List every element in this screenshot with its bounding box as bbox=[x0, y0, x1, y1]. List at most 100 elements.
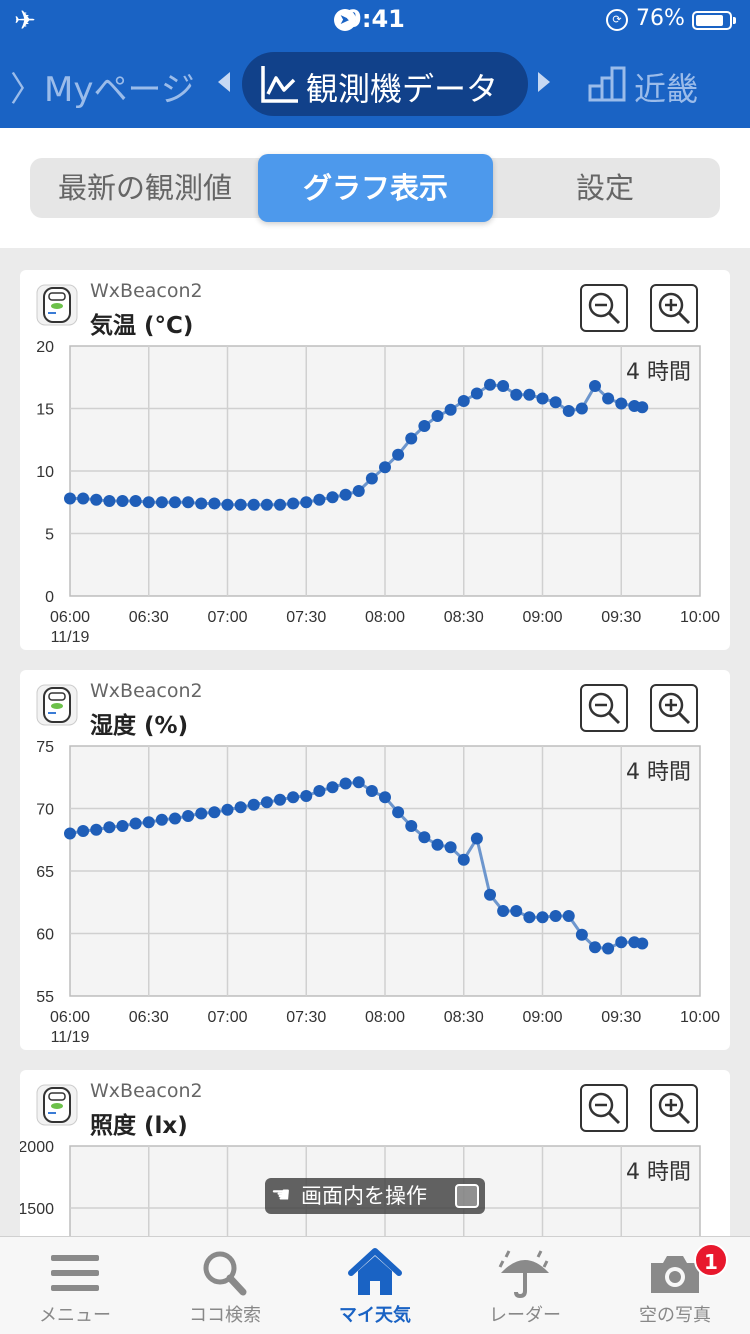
tab-menu[interactable]: メニュー bbox=[0, 1237, 150, 1334]
data-point bbox=[247, 798, 260, 811]
time-range-label: 4 時間 bbox=[626, 1160, 691, 1185]
data-point bbox=[392, 806, 405, 819]
data-point bbox=[234, 801, 247, 814]
x-tick-label: 07:30 bbox=[286, 1009, 326, 1026]
zoom-out-button[interactable] bbox=[580, 284, 628, 332]
data-point bbox=[208, 806, 221, 819]
y-tick-label: 0 bbox=[45, 589, 54, 606]
temperature-card: WxBeacon2 気温 (°C) 20 15 10 5 0 06:00 06:30 07:0… bbox=[20, 270, 730, 650]
data-point bbox=[575, 402, 588, 415]
data-point bbox=[549, 910, 562, 922]
data-point bbox=[339, 488, 352, 501]
zoom-out-icon bbox=[588, 1092, 621, 1125]
data-point bbox=[260, 498, 273, 511]
data-point bbox=[352, 485, 365, 497]
data-point bbox=[636, 937, 649, 950]
metric-title: 気温 (°C) bbox=[90, 313, 194, 339]
x-tick-label: 07:00 bbox=[207, 609, 247, 626]
time-range-label: 4 時間 bbox=[626, 760, 691, 785]
tab-my-weather[interactable]: マイ天気 bbox=[300, 1237, 450, 1334]
nav-next-region[interactable]: 近畿 bbox=[634, 70, 699, 108]
data-point bbox=[523, 388, 536, 401]
data-point bbox=[77, 825, 90, 837]
data-point bbox=[392, 448, 405, 461]
device-name: WxBeacon2 bbox=[90, 280, 203, 302]
segment-graph[interactable]: グラフ表示 bbox=[258, 154, 493, 222]
data-point bbox=[379, 461, 391, 474]
x-tick-label: 10:00 bbox=[680, 609, 720, 626]
time-range-label: 4 時間 bbox=[626, 360, 691, 385]
data-point bbox=[300, 790, 313, 802]
data-point bbox=[405, 820, 418, 832]
data-point bbox=[142, 816, 155, 829]
data-point bbox=[326, 781, 339, 794]
data-point bbox=[116, 495, 129, 507]
nav-current-tab[interactable]: 観測機データ bbox=[242, 52, 528, 116]
nav-prev-arrow-icon[interactable] bbox=[218, 72, 230, 92]
data-point bbox=[247, 498, 260, 511]
data-point bbox=[142, 496, 155, 509]
data-point bbox=[234, 498, 247, 511]
data-point bbox=[313, 493, 326, 506]
nav-prev-mypage[interactable]: 〉Myページ bbox=[10, 70, 195, 110]
data-point bbox=[444, 841, 457, 854]
tab-radar[interactable]: レーダー bbox=[450, 1237, 600, 1334]
x-tick-label: 07:00 bbox=[207, 1009, 247, 1026]
zoom-out-button[interactable] bbox=[580, 684, 628, 732]
zoom-out-icon bbox=[588, 692, 621, 725]
data-point bbox=[636, 401, 649, 414]
x-tick-label: 09:30 bbox=[601, 609, 641, 626]
tab-label: メニュー bbox=[39, 1305, 111, 1326]
data-point bbox=[208, 497, 221, 510]
data-point bbox=[575, 928, 588, 941]
x-tick-label: 08:30 bbox=[444, 1009, 484, 1026]
notification-badge: 1 bbox=[694, 1243, 728, 1277]
zoom-out-button[interactable] bbox=[580, 1084, 628, 1132]
umbrella-rain-icon bbox=[498, 1250, 549, 1299]
tab-label: ココ検索 bbox=[189, 1305, 261, 1326]
y-tick-label: 1500 bbox=[20, 1201, 54, 1218]
zoom-in-button[interactable] bbox=[650, 1084, 698, 1132]
data-point bbox=[313, 785, 326, 797]
data-point bbox=[64, 492, 76, 505]
data-point bbox=[589, 380, 601, 392]
segment-latest[interactable]: 最新の観測値 bbox=[57, 171, 232, 205]
data-point bbox=[103, 821, 116, 834]
tab-search[interactable]: ココ検索 bbox=[150, 1237, 300, 1334]
x-tick-label: 09:00 bbox=[522, 1009, 562, 1026]
data-point bbox=[103, 495, 116, 507]
zoom-out-icon bbox=[588, 292, 621, 325]
battery-percent: 76% bbox=[636, 6, 685, 31]
data-point bbox=[116, 820, 129, 832]
data-point bbox=[418, 420, 431, 432]
y-tick-label: 15 bbox=[36, 402, 54, 419]
sensor-device-icon bbox=[36, 684, 78, 726]
x-tick-label: 06:30 bbox=[129, 609, 169, 626]
screen-operation-toggle[interactable]: ☚ 画面内を操作 bbox=[265, 1178, 485, 1214]
data-point bbox=[457, 395, 470, 407]
x-tick-label: 08:00 bbox=[365, 609, 405, 626]
checkbox[interactable] bbox=[455, 1184, 479, 1208]
region-buildings-icon[interactable] bbox=[588, 64, 628, 104]
sensor-device-icon bbox=[36, 284, 78, 326]
nav-next-arrow-icon[interactable] bbox=[538, 72, 550, 92]
data-point bbox=[510, 388, 523, 401]
data-point bbox=[457, 853, 470, 866]
zoom-in-button[interactable] bbox=[650, 284, 698, 332]
y-tick-label: 55 bbox=[36, 989, 54, 1006]
data-point bbox=[536, 911, 549, 924]
data-point bbox=[497, 905, 510, 917]
zoom-in-button[interactable] bbox=[650, 684, 698, 732]
segmented-control: 最新の観測値 設定 グラフ表示 bbox=[30, 154, 720, 222]
data-point bbox=[221, 498, 234, 511]
data-point bbox=[287, 497, 300, 510]
tab-label: マイ天気 bbox=[339, 1305, 411, 1326]
data-point bbox=[339, 777, 352, 790]
data-point bbox=[484, 378, 496, 391]
humidity-chart: 75 70 65 60 55 06:00 06:30 07:00 07:30 08:00 08:30… bbox=[36, 740, 720, 1046]
tab-label: 空の写真 bbox=[639, 1305, 711, 1326]
tab-sky-photo[interactable]: 1 空の写真 bbox=[600, 1237, 750, 1334]
data-point bbox=[326, 491, 339, 504]
segment-settings[interactable]: 設定 bbox=[575, 171, 634, 205]
rotation-lock-icon: ⟳ bbox=[606, 9, 628, 31]
